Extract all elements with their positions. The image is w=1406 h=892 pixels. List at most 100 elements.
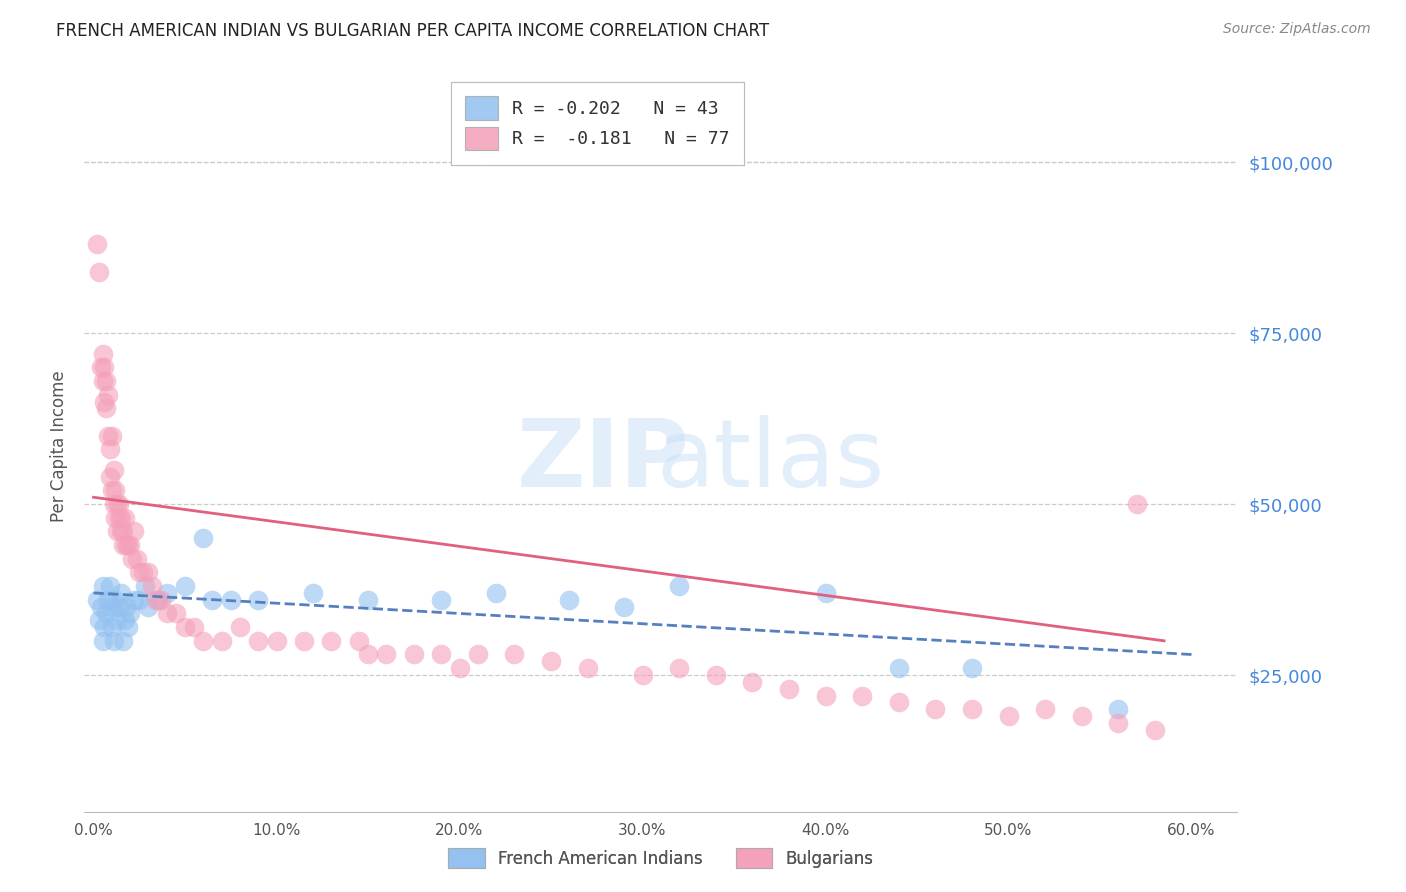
Point (174, 579, 197, 593)
Point (631, 668, 654, 682)
Point (211, 633, 233, 648)
Point (104, 592, 127, 607)
Point (128, 592, 150, 607)
Point (146, 592, 169, 607)
Point (485, 586, 508, 600)
Point (90, 360, 112, 375)
Point (98, 579, 121, 593)
Point (247, 592, 270, 607)
Point (108, 497, 131, 511)
Point (87, 613, 110, 627)
Point (110, 524, 132, 539)
Point (430, 648, 453, 662)
Point (120, 538, 142, 552)
Point (292, 633, 315, 648)
Point (134, 579, 156, 593)
Point (174, 620, 197, 634)
Point (91, 347, 114, 361)
Point (91, 374, 114, 388)
Point (924, 702, 946, 716)
Point (105, 613, 128, 627)
Point (132, 566, 155, 580)
Point (193, 531, 215, 545)
Point (1070, 709, 1092, 723)
Point (165, 607, 187, 621)
Point (357, 648, 380, 662)
Point (814, 586, 837, 600)
Point (778, 681, 800, 696)
Point (449, 661, 471, 675)
Point (117, 538, 139, 552)
Point (997, 709, 1019, 723)
Point (98, 469, 121, 483)
Point (156, 607, 179, 621)
Point (127, 551, 149, 566)
Point (887, 661, 910, 675)
Point (111, 633, 134, 648)
Point (104, 483, 127, 498)
Point (110, 586, 132, 600)
Point (105, 524, 128, 539)
Point (1033, 702, 1056, 716)
Point (814, 689, 837, 703)
Point (111, 538, 134, 552)
Point (104, 510, 127, 524)
Point (93, 360, 115, 375)
Point (201, 592, 224, 607)
Point (91, 579, 114, 593)
Point (402, 648, 425, 662)
Point (115, 599, 138, 614)
Point (1107, 715, 1129, 730)
Point (347, 633, 370, 648)
Point (121, 551, 143, 566)
Point (357, 592, 380, 607)
Point (229, 620, 252, 634)
Point (150, 592, 173, 607)
Point (247, 633, 270, 648)
Point (101, 429, 124, 443)
Point (141, 579, 163, 593)
Point (96, 374, 118, 388)
Point (87, 265, 110, 279)
Point (138, 566, 160, 580)
Point (156, 586, 179, 600)
Point (558, 592, 581, 607)
Point (1125, 497, 1147, 511)
Point (98, 442, 121, 457)
Point (503, 648, 526, 662)
Text: ZIP: ZIP (517, 415, 689, 507)
Text: atlas: atlas (657, 415, 884, 507)
Point (266, 633, 288, 648)
Point (96, 607, 118, 621)
Point (90, 599, 112, 614)
Point (576, 661, 599, 675)
Point (375, 648, 398, 662)
Point (120, 607, 142, 621)
Point (103, 633, 125, 648)
Point (105, 497, 128, 511)
Point (103, 497, 125, 511)
Point (613, 599, 636, 614)
Point (101, 599, 124, 614)
Point (86, 592, 108, 607)
Point (114, 613, 136, 627)
Point (93, 620, 115, 634)
Point (122, 592, 145, 607)
Point (93, 394, 115, 409)
Point (117, 620, 139, 634)
Point (103, 463, 125, 477)
Point (122, 524, 145, 539)
Point (960, 661, 983, 675)
Point (1143, 723, 1166, 737)
Point (97, 592, 120, 607)
Point (668, 661, 690, 675)
Point (97, 429, 120, 443)
Point (110, 510, 132, 524)
Point (114, 510, 136, 524)
Point (108, 599, 131, 614)
Text: FRENCH AMERICAN INDIAN VS BULGARIAN PER CAPITA INCOME CORRELATION CHART: FRENCH AMERICAN INDIAN VS BULGARIAN PER … (56, 22, 769, 40)
Legend: R = -0.202   N = 43, R =  -0.181   N = 77: R = -0.202 N = 43, R = -0.181 N = 77 (451, 82, 744, 164)
Point (86, 237, 108, 252)
Y-axis label: Per Capita Income: Per Capita Income (51, 370, 69, 522)
Point (183, 620, 205, 634)
